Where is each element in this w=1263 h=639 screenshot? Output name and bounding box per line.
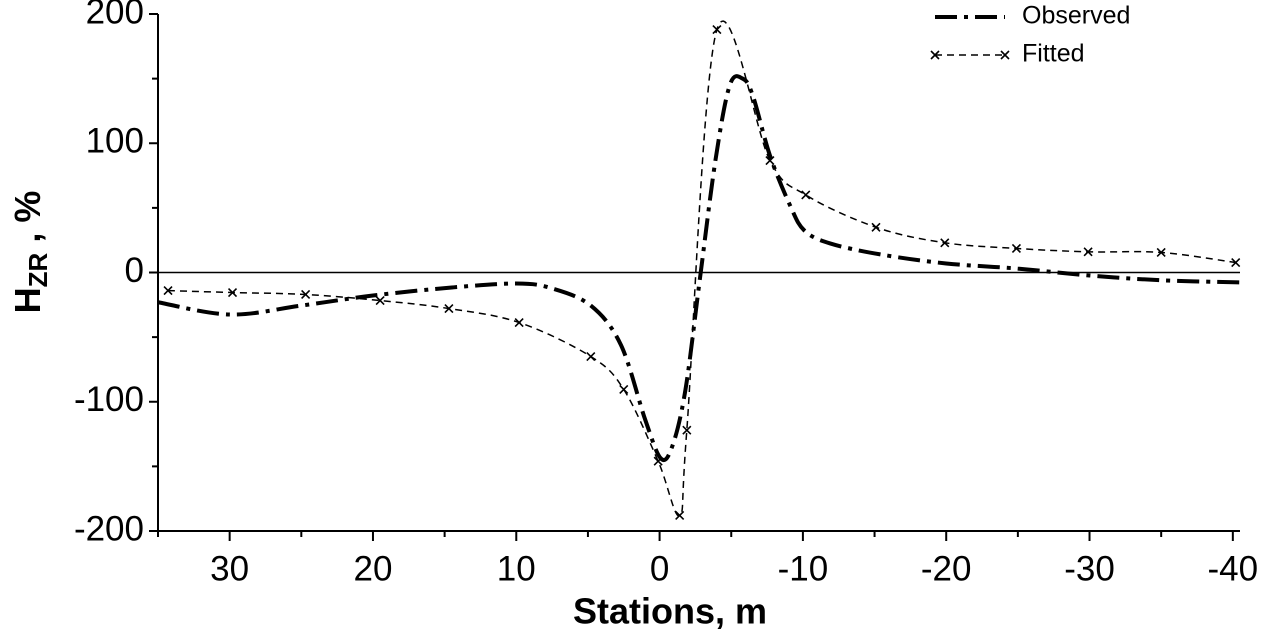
y-axis-title-main: H — [7, 287, 48, 313]
x-tick-label: 20 — [353, 549, 392, 588]
marker — [586, 351, 596, 362]
marker — [514, 317, 524, 328]
marker — [675, 510, 685, 521]
marker — [1156, 247, 1166, 258]
marker — [712, 24, 722, 35]
y-tick-label: -200 — [74, 509, 144, 548]
marker — [765, 156, 775, 166]
marker — [940, 238, 950, 248]
marker — [444, 303, 454, 314]
y-tick-label: 100 — [86, 122, 144, 161]
marker — [375, 295, 385, 306]
x-tick-label: 0 — [650, 549, 669, 588]
x-tick-label: -40 — [1208, 549, 1259, 588]
marker — [1083, 247, 1093, 257]
legend-marker — [930, 50, 940, 60]
marker — [163, 286, 173, 296]
legend-marker — [1000, 50, 1010, 60]
marker — [227, 287, 238, 298]
x-tick-label: -30 — [1064, 549, 1115, 588]
marker — [1231, 257, 1241, 268]
x-tick-label: 10 — [497, 549, 536, 588]
marker — [653, 456, 663, 466]
marker — [871, 222, 881, 232]
series-line — [157, 74, 1242, 462]
y-axis-title: HZR , % — [7, 191, 53, 314]
y-tick-label: 0 — [125, 251, 144, 290]
x-axis-title: Stations, m — [573, 591, 767, 632]
legend-label: Observed — [1022, 2, 1130, 30]
marker — [1011, 243, 1021, 254]
marker — [301, 289, 311, 300]
x-tick-label: 30 — [210, 549, 249, 588]
x-tick-label: -10 — [778, 549, 829, 588]
y-tick-label: -100 — [74, 380, 144, 419]
marker — [682, 425, 692, 435]
y-axis-title-sub: ZR — [23, 252, 53, 287]
marker — [619, 384, 629, 395]
legend-label: Fitted — [1022, 40, 1085, 68]
y-tick-label: 200 — [86, 0, 144, 31]
marker — [801, 190, 811, 200]
series-line — [168, 20, 1236, 517]
y-axis-title-suffix: , % — [7, 191, 48, 253]
x-tick-label: -20 — [921, 549, 972, 588]
